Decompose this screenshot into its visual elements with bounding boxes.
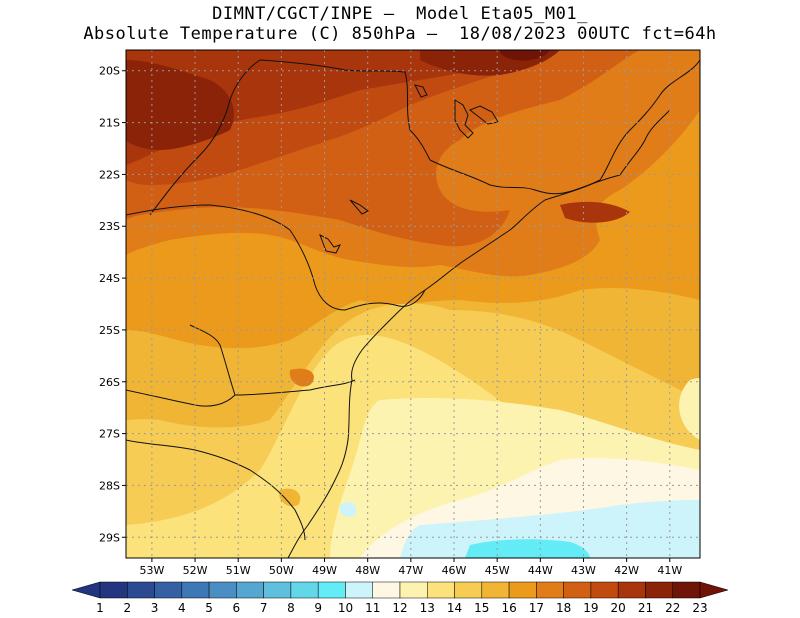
lat-label: 26S bbox=[99, 376, 120, 389]
state-border-pr-sc bbox=[234, 379, 356, 396]
lon-label: 43W bbox=[571, 564, 596, 577]
colorbar-swatch bbox=[590, 581, 619, 599]
colorbar-left-arrow bbox=[71, 581, 101, 599]
lat-label: 23S bbox=[99, 220, 120, 233]
colorbar-label: 15 bbox=[474, 601, 489, 615]
colorbar-swatch bbox=[536, 581, 564, 599]
colorbar-label: 22 bbox=[665, 601, 680, 615]
colorbar-swatch bbox=[345, 581, 373, 599]
lat-label: 28S bbox=[99, 479, 120, 492]
colorbar-label: 23 bbox=[692, 601, 707, 615]
colorbar-swatch bbox=[617, 581, 646, 599]
colorbar-label: 10 bbox=[338, 601, 353, 615]
colorbar-label: 8 bbox=[287, 601, 295, 615]
colorbar-label: 5 bbox=[205, 601, 213, 615]
colorbar-swatch bbox=[99, 581, 128, 599]
colorbar-label: 2 bbox=[123, 601, 131, 615]
colorbar-swatch bbox=[263, 581, 292, 599]
colorbar-swatch bbox=[563, 581, 592, 599]
lat-label: 22S bbox=[99, 168, 120, 181]
lon-label: 44W bbox=[528, 564, 553, 577]
state-border-ms-go bbox=[149, 59, 261, 216]
colorbar-swatch bbox=[208, 581, 237, 599]
lat-label: 24S bbox=[99, 272, 120, 285]
colorbar-label: 3 bbox=[151, 601, 159, 615]
lon-label: 41W bbox=[657, 564, 682, 577]
lat-label: 25S bbox=[99, 324, 120, 337]
state-border-go-mg bbox=[259, 59, 431, 161]
lat-label: 20S bbox=[99, 65, 120, 78]
state-border-ms-sp bbox=[126, 204, 291, 231]
colorbar-label: 7 bbox=[260, 601, 268, 615]
lat-label: 29S bbox=[99, 531, 120, 544]
colorbar-label: 13 bbox=[420, 601, 435, 615]
colorbar-swatch bbox=[317, 581, 346, 599]
colorbar-swatch bbox=[508, 581, 537, 599]
lat-lon-grid bbox=[126, 50, 700, 558]
lon-label: 50W bbox=[269, 564, 294, 577]
lon-label: 46W bbox=[442, 564, 467, 577]
reservoirs bbox=[319, 84, 499, 254]
latitude-axis: 20S 21S 22S 23S 24S 25S 26S 27S 28S 29S bbox=[99, 65, 126, 544]
lon-label: 48W bbox=[355, 564, 380, 577]
lon-label: 45W bbox=[485, 564, 510, 577]
colorbar-swatch bbox=[672, 581, 701, 599]
colorbar-label: 4 bbox=[178, 601, 186, 615]
colorbar-label: 12 bbox=[392, 601, 407, 615]
colorbar-swatch bbox=[290, 581, 319, 599]
colorbar-swatch bbox=[236, 581, 264, 599]
lat-label: 27S bbox=[99, 428, 120, 441]
colorbar-swatch bbox=[454, 581, 483, 599]
colorbar-label: 11 bbox=[365, 601, 380, 615]
colorbar-label: 19 bbox=[583, 601, 598, 615]
map-subtitle: Absolute Temperature (C) 850hPa – 18/08/… bbox=[83, 24, 717, 44]
lon-label: 51W bbox=[226, 564, 251, 577]
colorbar-label: 9 bbox=[314, 601, 322, 615]
colorbar-swatch bbox=[181, 581, 210, 599]
state-border-sp-pr bbox=[289, 229, 426, 311]
colorbar-swatch bbox=[399, 581, 428, 599]
colorbar-label: 20 bbox=[611, 601, 626, 615]
lon-label: 53W bbox=[139, 564, 164, 577]
lon-label: 47W bbox=[398, 564, 423, 577]
colorbar-label: 18 bbox=[556, 601, 571, 615]
map-title: DIMNT/CGCT/INPE – Model Eta05_M01_ bbox=[212, 4, 588, 24]
colorbar-label: 21 bbox=[638, 601, 653, 615]
state-border-sc-rs bbox=[126, 439, 306, 541]
colorbar-label: 14 bbox=[447, 601, 462, 615]
state-border-mg-rj bbox=[619, 109, 671, 176]
longitude-axis: 53W 52W 51W 50W 49W 48W 47W 46W 45W 44W 43W 42W 41W bbox=[139, 558, 682, 577]
colorbar-swatch bbox=[481, 581, 510, 599]
colorbar-label: 16 bbox=[501, 601, 516, 615]
lon-label: 49W bbox=[312, 564, 337, 577]
colorbar-label: 1 bbox=[96, 601, 104, 615]
state-border-mg-sp bbox=[429, 159, 621, 195]
lon-label: 52W bbox=[183, 564, 208, 577]
colorbar-swatch bbox=[645, 581, 673, 599]
map-frame bbox=[125, 49, 701, 559]
colorbar-swatch bbox=[154, 581, 183, 599]
colorbar-swatch bbox=[127, 581, 155, 599]
colorbar: 1 2 3 4 5 6 7 8 9 10 11 12 13 14 15 16 17 18 19 20 21 22 23 bbox=[71, 581, 729, 615]
coastline-borders bbox=[126, 59, 700, 558]
colorbar-swatch bbox=[427, 581, 455, 599]
colorbar-label: 6 bbox=[233, 601, 241, 615]
lon-label: 42W bbox=[614, 564, 639, 577]
colorbar-right-arrow bbox=[699, 581, 729, 599]
colorbar-swatch bbox=[372, 581, 401, 599]
temperature-field bbox=[126, 50, 700, 558]
colorbar-label: 17 bbox=[529, 601, 544, 615]
lat-label: 21S bbox=[99, 117, 120, 130]
